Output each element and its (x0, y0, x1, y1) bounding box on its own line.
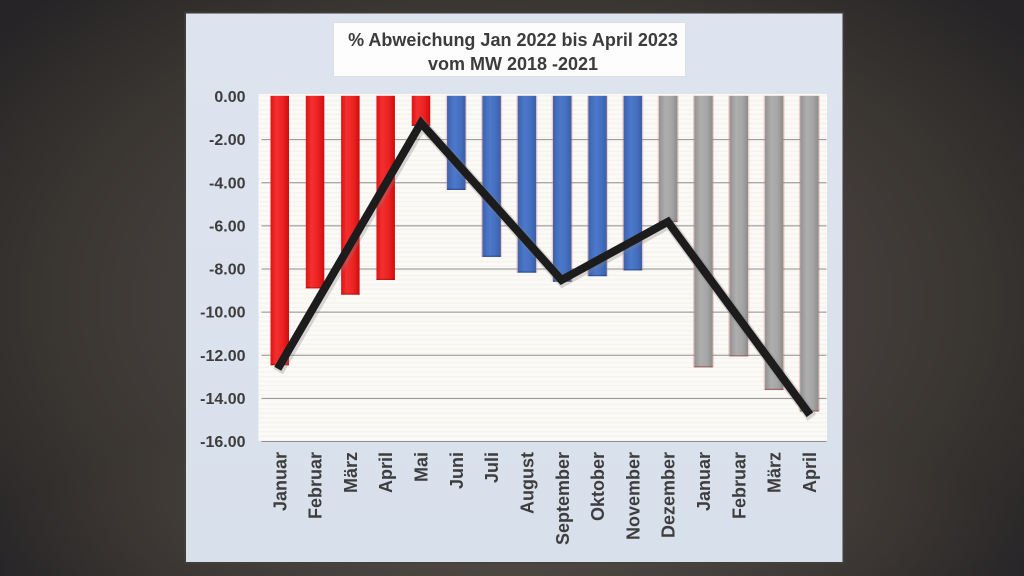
svg-text:Januar: Januar (694, 452, 714, 511)
svg-text:Mai: Mai (412, 452, 432, 482)
svg-text:-8.00: -8.00 (209, 262, 246, 279)
svg-text:September: September (553, 452, 573, 545)
svg-text:November: November (623, 452, 643, 540)
svg-text:-10.00: -10.00 (200, 305, 245, 322)
svg-text:Februar: Februar (306, 452, 326, 519)
svg-text:Oktober: Oktober (588, 452, 608, 521)
svg-text:Juli: Juli (482, 452, 502, 483)
svg-text:vom MW 2018 -2021: vom MW 2018 -2021 (428, 54, 598, 74)
svg-text:Dezember: Dezember (659, 452, 679, 538)
svg-text:April: April (376, 452, 396, 493)
svg-text:-4.00: -4.00 (209, 175, 246, 192)
svg-text:Juni: Juni (447, 452, 467, 489)
svg-text:März: März (765, 452, 785, 493)
svg-text:Februar: Februar (729, 452, 749, 519)
svg-text:Januar: Januar (270, 452, 290, 511)
svg-text:-12.00: -12.00 (200, 348, 245, 365)
svg-text:April: April (800, 452, 820, 493)
svg-text:0.00: 0.00 (214, 89, 245, 106)
svg-text:August: August (517, 452, 537, 514)
svg-text:März: März (341, 452, 361, 493)
svg-text:-16.00: -16.00 (200, 434, 245, 451)
svg-text:-14.00: -14.00 (200, 391, 245, 408)
svg-text:% Abweichung Jan 2022 bis Apri: % Abweichung Jan 2022 bis April 2023 (348, 30, 678, 50)
svg-text:-6.00: -6.00 (209, 218, 246, 235)
svg-text:-2.00: -2.00 (209, 132, 246, 149)
